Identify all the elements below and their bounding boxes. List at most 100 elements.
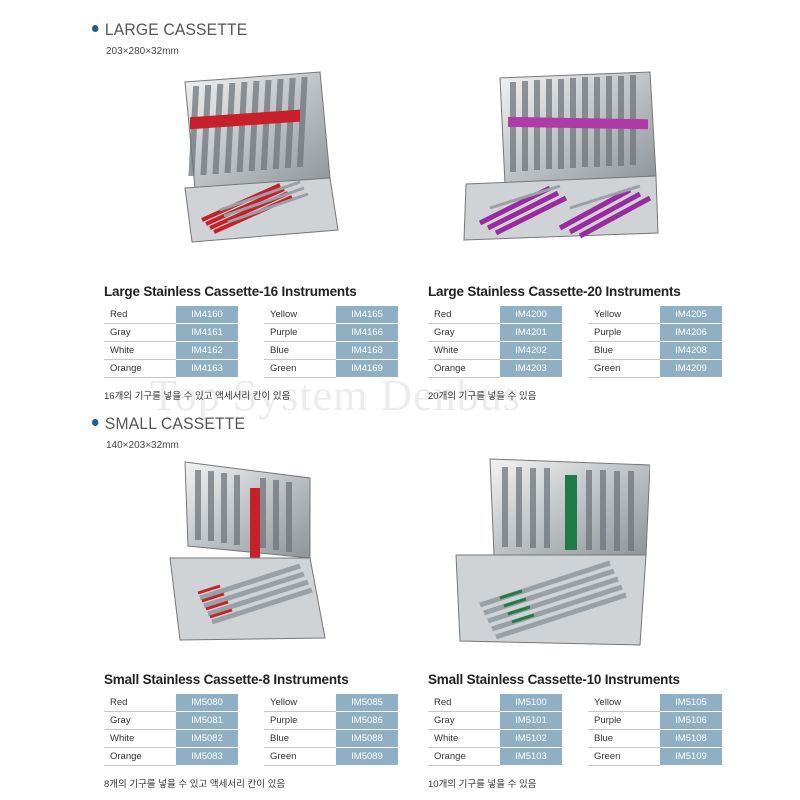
product-code: IM5108 (660, 729, 722, 748)
product-code: IM4203 (500, 359, 562, 378)
color-label: Gray (104, 711, 176, 730)
product-code: IM4206 (660, 323, 722, 342)
table-row: Red IM5080 Yellow IM5085 (104, 694, 398, 712)
table-row: Gray IM5101 Purple IM5106 (428, 711, 722, 730)
color-label: Yellow (264, 306, 336, 324)
product-code: IM5083 (176, 747, 238, 766)
table-row: White IM5102 Blue IM5108 (428, 729, 722, 748)
color-label: Purple (264, 711, 336, 730)
product-title-large-16: Large Stainless Cassette-16 Instruments (104, 284, 357, 299)
color-label: Gray (428, 711, 500, 730)
product-title-small-8: Small Stainless Cassette-8 Instruments (104, 672, 349, 687)
product-code: IM5103 (500, 747, 562, 766)
product-code: IM4169 (336, 359, 398, 378)
table-row: Orange IM4203 Green IM4209 (428, 359, 722, 378)
product-code: IM4166 (336, 323, 398, 342)
bullet-dot-icon (92, 25, 99, 32)
color-label: Yellow (588, 694, 660, 712)
spec-table-small-8: Red IM5080 Yellow IM5085 Gray IM5081 Pur… (104, 694, 398, 766)
product-code: IM5106 (660, 711, 722, 730)
product-note-small-10: 10개의 기구를 넣을 수 있음 (428, 779, 537, 790)
table-row: Gray IM5081 Purple IM5086 (104, 711, 398, 730)
product-code: IM5082 (176, 729, 238, 748)
product-code: IM5109 (660, 747, 722, 766)
color-label: White (104, 341, 176, 360)
small-cassette-heading: SMALL CASSETTE (92, 414, 245, 434)
color-label: Red (428, 306, 500, 324)
table-row: Red IM4200 Yellow IM4205 (428, 306, 722, 324)
product-code: IM4208 (660, 341, 722, 360)
color-label: Green (588, 359, 660, 378)
color-label: Gray (428, 323, 500, 342)
spec-table-small-10: Red IM5100 Yellow IM5105 Gray IM5101 Pur… (428, 694, 722, 766)
product-note-large-16: 16개의 기구를 넣을 수 있고 액세서리 칸이 있음 (104, 391, 291, 402)
product-code: IM4168 (336, 341, 398, 360)
table-row: Red IM5100 Yellow IM5105 (428, 694, 722, 712)
color-label: Yellow (588, 306, 660, 324)
table-row: Red IM4160 Yellow IM4165 (104, 306, 398, 324)
product-code: IM4200 (500, 306, 562, 324)
color-label: Orange (428, 359, 500, 378)
color-label: Green (264, 359, 336, 378)
product-code: IM5088 (336, 729, 398, 748)
color-label: Blue (588, 341, 660, 360)
table-row: Gray IM4161 Purple IM4166 (104, 323, 398, 342)
product-code: IM5089 (336, 747, 398, 766)
small-cassette-8-image (169, 461, 326, 641)
watermark-text: Top System Denbus (150, 371, 521, 420)
table-row: Gray IM4201 Purple IM4206 (428, 323, 722, 342)
color-label: Red (428, 694, 500, 712)
bullet-dot-icon (92, 419, 99, 426)
color-label: Blue (588, 729, 660, 748)
product-code: IM4165 (336, 306, 398, 324)
color-label: Green (264, 747, 336, 766)
product-code: IM4161 (176, 323, 238, 342)
color-label: Blue (264, 729, 336, 748)
product-title-large-20: Large Stainless Cassette-20 Instruments (428, 284, 681, 299)
color-label: Green (588, 747, 660, 766)
product-note-small-8: 8개의 기구를 넣을 수 있고 액세서리 칸이 있음 (104, 779, 286, 790)
table-row: White IM4202 Blue IM4208 (428, 341, 722, 360)
table-row: Orange IM5103 Green IM5109 (428, 747, 722, 766)
table-row: Orange IM4163 Green IM4169 (104, 359, 398, 378)
large-cassette-20-image (463, 71, 659, 241)
color-label: Purple (264, 323, 336, 342)
color-label: Red (104, 694, 176, 712)
product-code: IM5101 (500, 711, 562, 730)
product-code: IM4163 (176, 359, 238, 378)
color-label: White (104, 729, 176, 748)
spec-table-large-20: Red IM4200 Yellow IM4205 Gray IM4201 Pur… (428, 306, 722, 378)
table-row: White IM5082 Blue IM5088 (104, 729, 398, 748)
large-cassette-dims: 203×280×32mm (106, 46, 179, 57)
product-code: IM4201 (500, 323, 562, 342)
color-label: Yellow (264, 694, 336, 712)
product-code: IM4160 (176, 306, 238, 324)
small-cassette-dims: 140×203×32mm (106, 440, 179, 451)
color-label: Orange (104, 747, 176, 766)
small-cassette-10-image (455, 458, 650, 646)
color-label: Orange (428, 747, 500, 766)
spec-table-large-16: Red IM4160 Yellow IM4165 Gray IM4161 Pur… (104, 306, 398, 378)
product-code: IM4205 (660, 306, 722, 324)
color-label: Blue (264, 341, 336, 360)
color-label: Red (104, 306, 176, 324)
color-label: White (428, 341, 500, 360)
product-code: IM4162 (176, 341, 238, 360)
color-label: White (428, 729, 500, 748)
product-code: IM4202 (500, 341, 562, 360)
color-label: Purple (588, 711, 660, 730)
product-code: IM5081 (176, 711, 238, 730)
product-code: IM5085 (336, 694, 398, 712)
product-title-small-10: Small Stainless Cassette-10 Instruments (428, 672, 680, 687)
product-note-large-20: 20개의 기구를 넣을 수 있음 (428, 391, 537, 402)
large-cassette-16-image (184, 71, 339, 243)
large-cassette-heading: LARGE CASSETTE (92, 20, 247, 40)
color-label: Orange (104, 359, 176, 378)
product-code: IM5080 (176, 694, 238, 712)
product-code: IM5102 (500, 729, 562, 748)
small-cassette-title: SMALL CASSETTE (104, 414, 246, 433)
product-code: IM5100 (500, 694, 562, 712)
product-code: IM5105 (660, 694, 722, 712)
color-label: Purple (588, 323, 660, 342)
table-row: White IM4162 Blue IM4168 (104, 341, 398, 360)
